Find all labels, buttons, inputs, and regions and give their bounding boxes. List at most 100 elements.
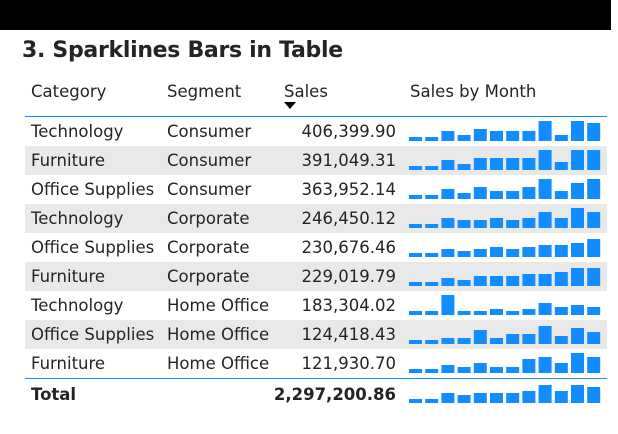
table-row[interactable]: Furniture Consumer 391,049.31 xyxy=(25,146,607,175)
sparkline-bar xyxy=(457,164,471,170)
sparkline-bar xyxy=(571,121,584,141)
cell-category: Technology xyxy=(31,296,124,315)
sparkline-bar xyxy=(409,166,422,170)
cell-category: Technology xyxy=(31,209,124,228)
table-row[interactable]: Technology Home Office 183,304.02 xyxy=(25,291,607,320)
sparkline-bar xyxy=(425,282,439,286)
sparkline-bar xyxy=(473,330,487,344)
sparkline-bar xyxy=(457,193,471,199)
cell-segment: Home Office xyxy=(167,354,270,373)
cell-sales: 124,418.43 xyxy=(301,325,396,344)
table-row[interactable]: Office Supplies Home Office 124,418.43 xyxy=(25,320,607,349)
sparkline-bar xyxy=(441,160,455,170)
sparkline-bar xyxy=(587,357,601,373)
sparkline-bar xyxy=(538,245,552,257)
sparkline-bar xyxy=(473,249,487,257)
cell-sales: 363,952.14 xyxy=(301,180,396,199)
sparkline-bar xyxy=(506,367,520,373)
cell-segment: Consumer xyxy=(167,122,252,141)
sparkline-bar xyxy=(473,311,487,315)
table-row[interactable]: Technology Consumer 406,399.90 xyxy=(25,117,607,146)
sparkline-bar xyxy=(506,158,520,170)
cell-category: Furniture xyxy=(31,151,106,170)
sparkline xyxy=(409,295,601,315)
sparkline xyxy=(409,208,601,228)
cell-segment: Corporate xyxy=(167,209,250,228)
sparkline-bar xyxy=(571,243,584,257)
sparkline-bar xyxy=(522,309,536,315)
sparkline-bar xyxy=(425,399,439,403)
cell-segment: Consumer xyxy=(167,180,252,199)
cell-category: Technology xyxy=(31,122,124,141)
sparkline-bar xyxy=(457,251,471,257)
sparkline-bar xyxy=(409,137,422,141)
sparkline-bar xyxy=(506,311,520,315)
sparkline-bar xyxy=(441,249,455,257)
cell-sales: 230,676.46 xyxy=(301,238,396,257)
sparkline-bar xyxy=(522,359,536,373)
sparkline-bar xyxy=(506,393,520,403)
table-header: Category Segment Sales Sales by Month xyxy=(25,78,607,117)
sales-table: Category Segment Sales Sales by Month Te… xyxy=(25,78,607,410)
sparkline-bar xyxy=(409,340,422,344)
sparkline-bar xyxy=(571,208,584,228)
sort-descending-icon[interactable] xyxy=(284,102,296,109)
sparkline-bar xyxy=(425,137,439,141)
sparkline-bar xyxy=(538,385,552,403)
sparkline-bar xyxy=(473,363,487,373)
sparkline xyxy=(409,239,601,257)
cell-category: Office Supplies xyxy=(31,238,155,257)
header-segment[interactable]: Segment xyxy=(167,82,242,101)
sparkline-bar xyxy=(473,276,487,286)
sparkline-bar xyxy=(490,309,503,315)
sparkline-bar xyxy=(409,253,422,257)
sparkline-bar xyxy=(425,253,439,257)
sparkline-bar xyxy=(522,187,536,199)
sparkline-bar xyxy=(571,183,584,199)
sparkline xyxy=(409,150,601,170)
sparkline-bar xyxy=(522,131,536,141)
sparkline-bar xyxy=(441,131,455,141)
sparkline-bar xyxy=(490,158,503,170)
sparkline-bar xyxy=(506,276,520,286)
sparkline-bar xyxy=(473,393,487,403)
sparkline-bar xyxy=(587,123,601,141)
header-sales[interactable]: Sales xyxy=(284,82,328,101)
sparkline-bar xyxy=(441,295,455,315)
sparkline-bar xyxy=(490,367,503,373)
sparkline-bar xyxy=(473,220,487,228)
sparkline-bar xyxy=(441,218,455,228)
sparkline-bar xyxy=(587,332,601,344)
sparkline-bar xyxy=(522,247,536,257)
sparkline-bar xyxy=(506,191,520,199)
sparkline-bar xyxy=(473,129,487,141)
sparkline-bar xyxy=(425,340,439,344)
header-sales-by-month[interactable]: Sales by Month xyxy=(410,82,537,101)
sparkline-bar xyxy=(473,187,487,199)
sparkline-bar xyxy=(490,338,503,344)
sparkline-bar xyxy=(587,387,601,403)
table-row[interactable]: Furniture Corporate 229,019.79 xyxy=(25,262,607,291)
sparkline-bar xyxy=(506,131,520,141)
table-row[interactable]: Office Supplies Consumer 363,952.14 xyxy=(25,175,607,204)
header-category[interactable]: Category xyxy=(31,82,107,101)
sparkline-bar xyxy=(554,272,568,286)
table-row[interactable]: Office Supplies Corporate 230,676.46 xyxy=(25,233,607,262)
sparkline-bar xyxy=(587,307,601,315)
sparkline-bar xyxy=(457,280,471,286)
table-row[interactable]: Technology Corporate 246,450.12 xyxy=(25,204,607,233)
sparkline-bar xyxy=(409,311,422,315)
sparkline-bar xyxy=(490,393,503,403)
cell-sales: 121,930.70 xyxy=(301,354,396,373)
sparkline-bar xyxy=(425,369,439,373)
cell-sales: 246,450.12 xyxy=(301,209,396,228)
sparkline-bar xyxy=(571,353,584,373)
sparkline-bar xyxy=(441,338,455,344)
sparkline-bar xyxy=(571,385,584,403)
table-body: Technology Consumer 406,399.90 Furniture Con… xyxy=(25,117,607,378)
sparkline-bar xyxy=(587,239,601,257)
sparkline-bar xyxy=(538,274,552,286)
table-row[interactable]: Furniture Home Office 121,930.70 xyxy=(25,349,607,378)
sparkline-bar xyxy=(441,278,455,286)
total-label: Total xyxy=(31,385,77,404)
